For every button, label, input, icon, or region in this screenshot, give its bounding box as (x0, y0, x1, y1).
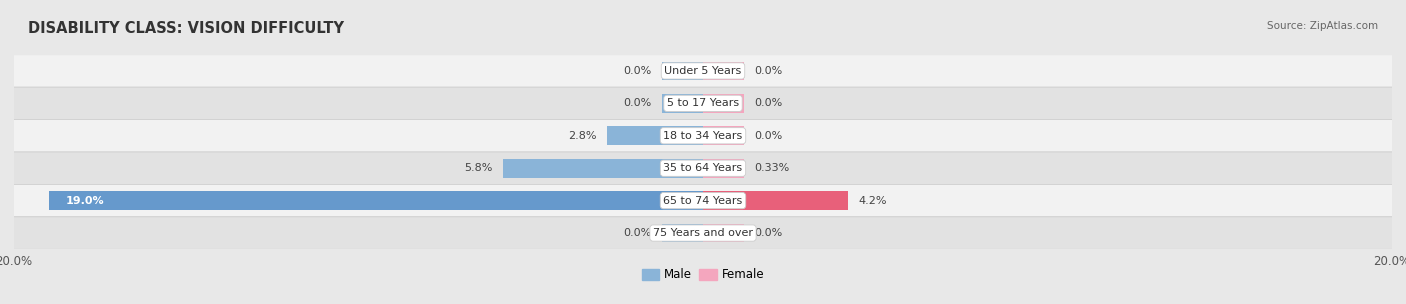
Bar (662, 61, 703, 80)
Bar (662, 224, 703, 243)
Text: 65 to 74 Years: 65 to 74 Years (664, 196, 742, 206)
Text: 0.0%: 0.0% (623, 66, 651, 76)
Text: 4.2%: 4.2% (858, 196, 887, 206)
Text: 19.0%: 19.0% (66, 196, 104, 206)
Bar (48, 191, 703, 210)
Bar (662, 94, 703, 113)
FancyBboxPatch shape (13, 119, 1393, 152)
Text: 5 to 17 Years: 5 to 17 Years (666, 98, 740, 108)
Bar (703, 191, 848, 210)
Text: Under 5 Years: Under 5 Years (665, 66, 741, 76)
Bar (703, 126, 744, 145)
Text: 0.0%: 0.0% (755, 228, 783, 238)
Text: DISABILITY CLASS: VISION DIFFICULTY: DISABILITY CLASS: VISION DIFFICULTY (28, 21, 344, 36)
Bar (606, 126, 703, 145)
Text: 18 to 34 Years: 18 to 34 Years (664, 131, 742, 141)
Text: 35 to 64 Years: 35 to 64 Years (664, 163, 742, 173)
Text: 0.0%: 0.0% (755, 131, 783, 141)
Legend: Male, Female: Male, Female (637, 264, 769, 286)
Bar (503, 159, 703, 178)
Text: 75 Years and over: 75 Years and over (652, 228, 754, 238)
Text: Source: ZipAtlas.com: Source: ZipAtlas.com (1267, 21, 1378, 31)
Text: 0.33%: 0.33% (755, 163, 790, 173)
FancyBboxPatch shape (13, 87, 1393, 119)
FancyBboxPatch shape (13, 185, 1393, 217)
Text: 0.0%: 0.0% (623, 228, 651, 238)
Bar (703, 159, 744, 178)
Text: 0.0%: 0.0% (755, 66, 783, 76)
FancyBboxPatch shape (13, 217, 1393, 249)
Text: 0.0%: 0.0% (623, 98, 651, 108)
Bar (703, 61, 744, 80)
Text: 5.8%: 5.8% (464, 163, 494, 173)
Text: 2.8%: 2.8% (568, 131, 596, 141)
Text: 0.0%: 0.0% (755, 98, 783, 108)
FancyBboxPatch shape (13, 152, 1393, 185)
Bar (703, 94, 744, 113)
Bar (703, 224, 744, 243)
FancyBboxPatch shape (13, 55, 1393, 87)
